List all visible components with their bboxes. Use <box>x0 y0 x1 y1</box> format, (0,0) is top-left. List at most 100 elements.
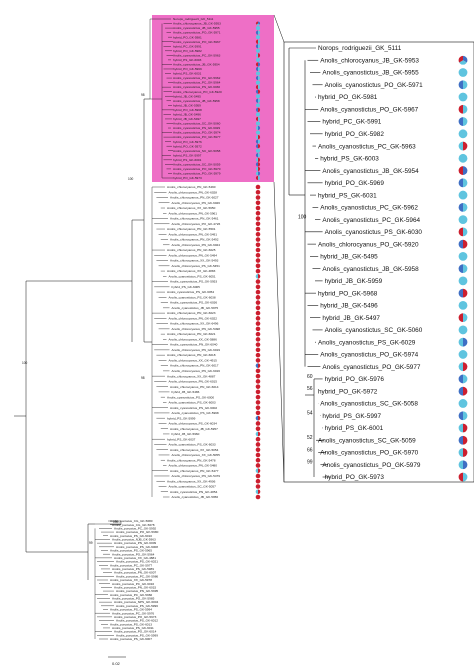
root-support-label: 100 <box>22 361 28 365</box>
tip-labels: Norops_rodriguezii_GK_5111Anolis_chloroc… <box>110 17 222 641</box>
zoom-tip-label: hybrid_PO_GK-5981 <box>318 94 378 101</box>
pie-slice <box>458 80 463 90</box>
zoom-tip-label: Anolis_cyanostictus_PC_GK-5962 <box>320 205 418 212</box>
pie-slice <box>255 426 261 431</box>
pie-slice <box>458 190 468 200</box>
pie-marker <box>255 89 261 94</box>
pie-slice <box>255 268 261 274</box>
tip-label: hybrid_JB_GK-5486 <box>172 390 200 394</box>
tip-label: hybrid_PC_GK-5991 <box>173 44 202 48</box>
pie-slice <box>255 379 261 384</box>
pie-slice <box>255 25 261 31</box>
pie-slice <box>458 337 463 347</box>
pie-slice <box>258 144 261 149</box>
pie-slice <box>458 411 463 421</box>
tip-label: hybrid_PS_GK-6037 <box>167 437 196 441</box>
pie-marker <box>255 358 261 363</box>
pie-slice <box>255 368 261 374</box>
tip-label: hybrid_PS_GK-6003 <box>173 58 202 62</box>
tip-label: Anolis_chlorocyanus_PN_GK-5461 <box>170 217 219 221</box>
tip-label: Anolis_chlorocyanus_PN_GK-6025 <box>167 248 216 252</box>
tip-label: Anolis_cyanostictus_PS_GK-6030 <box>173 85 220 89</box>
pie-slice <box>255 384 261 389</box>
pie-marker <box>255 231 261 237</box>
pie-marker <box>458 472 468 482</box>
pie-slice <box>255 242 261 248</box>
pie-marker <box>255 116 261 122</box>
pie-slice <box>458 239 463 249</box>
pie-slice <box>255 484 261 489</box>
pie-slice <box>255 216 261 221</box>
pie-marker <box>255 162 261 167</box>
pie-marker <box>255 184 261 190</box>
pie-slice <box>255 75 258 81</box>
pie-marker <box>255 426 261 431</box>
pie-slice <box>258 116 261 122</box>
pie-marker <box>255 66 261 72</box>
pie-marker <box>255 171 261 176</box>
pie-marker <box>458 423 468 433</box>
tip-label: Anolis_chlorocyanus_XX_GK-6496 <box>170 322 219 326</box>
pie-marker <box>255 195 261 200</box>
tip-label: Anolis_chlorocyanus_PS_GK-5451 <box>172 264 221 268</box>
pie-slice <box>255 184 261 190</box>
tip-label: Anolis_cyanostictus_PS_GK-6033 <box>169 443 216 447</box>
tip-label: Anolis_chlorocyanus_PN_GK-6027 <box>170 196 219 200</box>
scale-bar-label: 0.02 <box>112 661 121 666</box>
tip-label: Anolis_chlorocyanus_PN_GK-6022 <box>169 316 218 320</box>
tip-label: hybrid_PO_GK-5972 <box>173 144 202 148</box>
pie-marker <box>255 85 261 90</box>
pie-marker <box>458 411 468 421</box>
pie-marker <box>255 35 261 40</box>
pie-slice <box>255 195 261 200</box>
pie-slice <box>255 221 261 227</box>
pie-marker <box>255 310 261 316</box>
tip-label: Anolis_porcatus_PN_GK-5995 <box>116 589 158 593</box>
zoom-node-label: 56 <box>307 386 313 392</box>
pie-marker <box>255 57 261 62</box>
tip-label: Anolis_chlorocyanus_PN_GK-6024 <box>172 243 221 247</box>
zoom-tip-label: Norops_rodriguezii_GK_5111 <box>318 45 402 52</box>
tip-label: Anolis_porcatus_PS_GK-5994 <box>110 608 152 612</box>
pie-slice <box>458 251 468 261</box>
tip-label: Anolis_chlorocyanus_PN_GK-6028 <box>169 190 218 194</box>
tip-label: Anolis_cyanostictus_JB_GK-5954 <box>173 63 220 67</box>
tip-label: Anolis_chlorocyanus_PN_GK-5961 <box>169 211 218 215</box>
pie-slice <box>255 125 258 131</box>
tip-label: Anolis_porcatus_PS_GK-6008 <box>116 545 158 549</box>
pie-marker <box>458 350 468 359</box>
pie-slice <box>255 337 261 342</box>
pie-slice <box>255 231 261 237</box>
pie-slice <box>255 463 261 468</box>
tip-label: Anolis_porcatus_PO_GK-5964 <box>112 552 155 556</box>
pie-marker <box>255 39 261 44</box>
zoom-tip-label: hybrid_JB_GK-5495 <box>320 254 378 261</box>
pie-slice <box>255 89 258 94</box>
pie-marker <box>255 237 261 242</box>
pie-slice <box>255 200 261 206</box>
pie-slice <box>255 274 258 279</box>
pie-slice <box>255 253 261 258</box>
zoom-node-label: 54 <box>307 411 313 417</box>
pie-slice <box>255 358 261 363</box>
pie-slice <box>458 178 463 188</box>
branch-line <box>273 181 285 483</box>
zoom-node-label: 60 <box>307 374 313 380</box>
tip-label: Anolis_porcatus_PC_GK-6016 <box>112 582 154 586</box>
pie-marker <box>255 400 261 405</box>
pie-marker <box>458 166 468 175</box>
pie-slice <box>258 489 261 495</box>
zoom-tip-label: Anolis_cyanostictus_PS_GK-6030 <box>325 229 423 236</box>
pie-slice <box>463 448 468 457</box>
pie-slice <box>258 75 261 81</box>
pie-slice <box>255 107 258 112</box>
tip-label: Anolis_cyanostictus_PS_GK-5953 <box>170 280 217 284</box>
pie-slice <box>258 171 261 176</box>
pie-marker <box>255 279 261 284</box>
tip-label: hybrid_JB_GK-5959 <box>173 103 201 107</box>
zoom-tip-label: Anolis_cyanostictus_PS_GK-6029 <box>318 339 416 346</box>
tip-label: Anolis_porcatus_PS_GK-5999 <box>116 633 158 637</box>
pie-marker <box>255 321 261 326</box>
tip-label: Anolis_cyanostictus_JB_GK-5955 <box>173 26 220 30</box>
pie-slice <box>463 411 468 421</box>
